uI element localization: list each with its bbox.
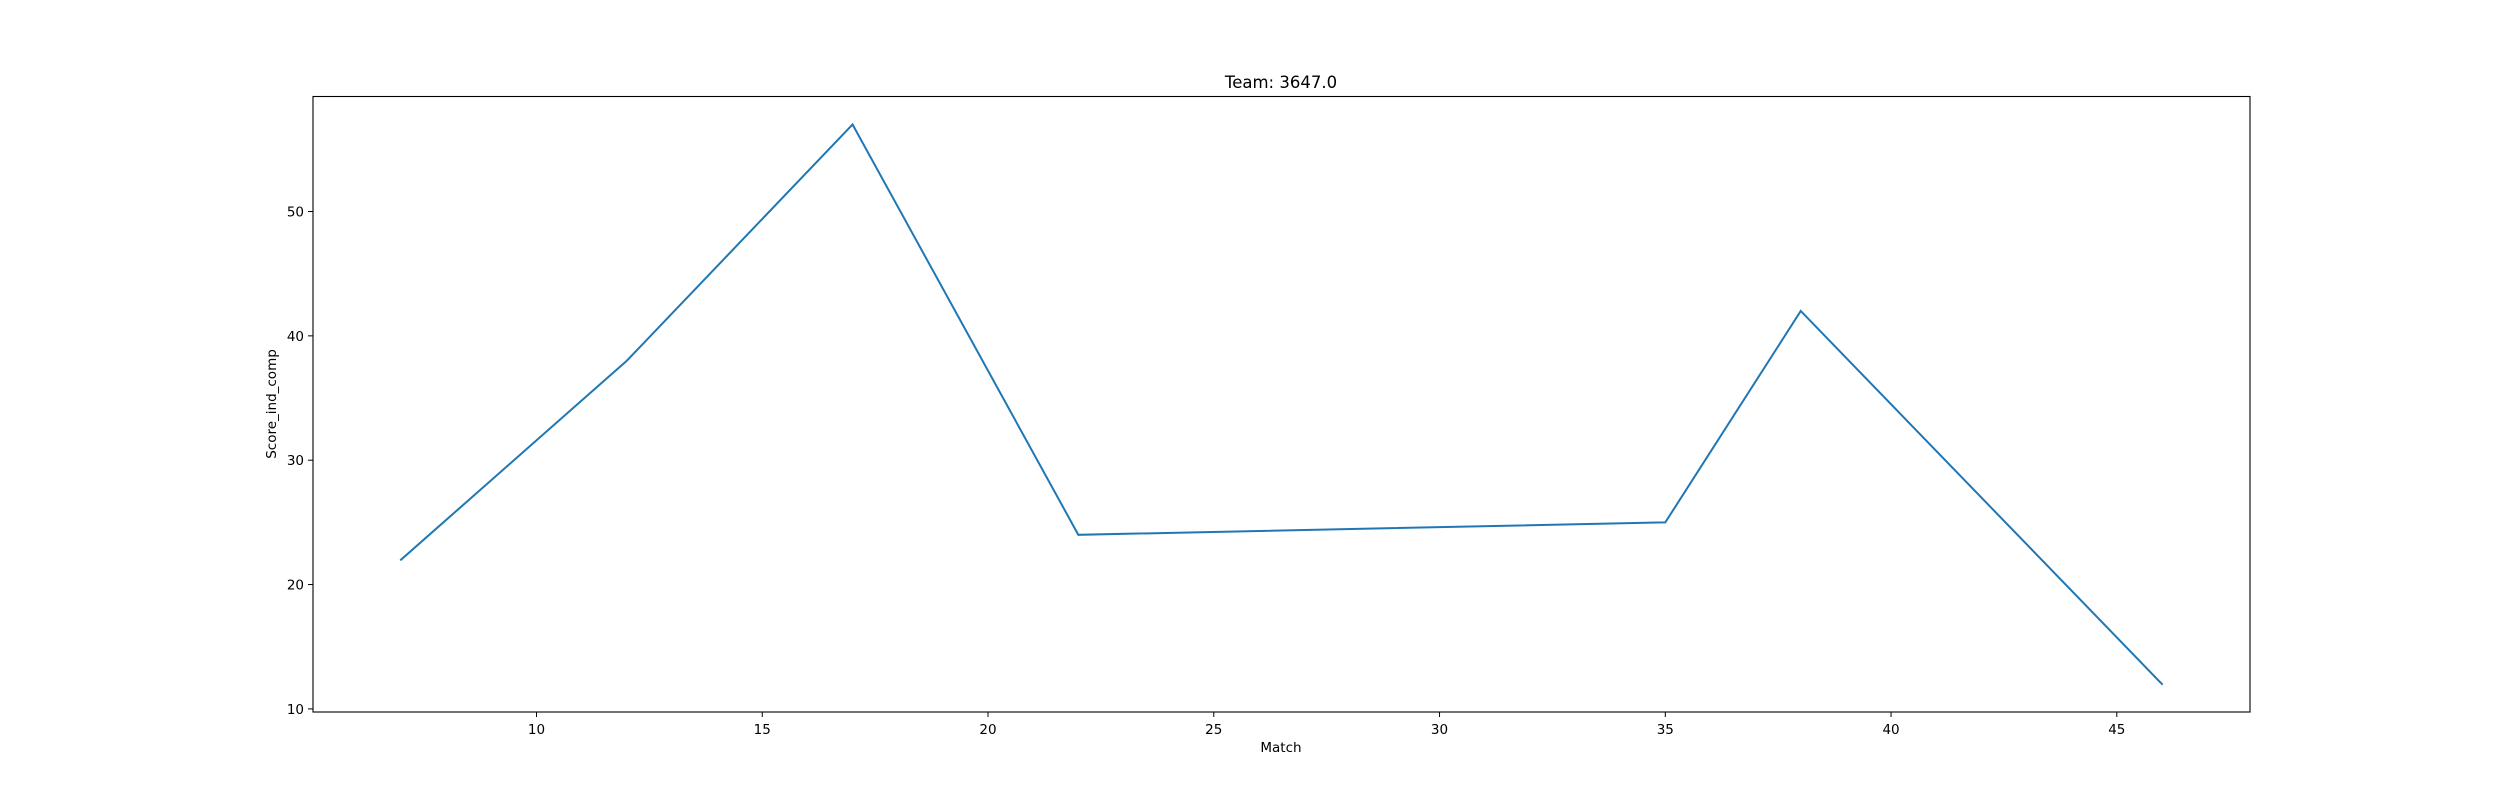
x-axis-label: Match (1260, 740, 1301, 756)
x-tick-label: 10 (528, 722, 545, 738)
x-tick-label: 40 (1882, 722, 1899, 738)
x-tick-label: 30 (1431, 722, 1448, 738)
x-axis-ticks: 10 15 20 25 30 35 40 45 (528, 712, 2125, 738)
y-tick-label: 50 (287, 205, 304, 221)
x-tick-label: 35 (1657, 722, 1674, 738)
y-tick-label: 40 (287, 329, 304, 345)
y-tick-label: 20 (287, 578, 304, 594)
series-layer (399, 122, 2164, 686)
series-line (399, 122, 2164, 686)
y-axis-label: Score_ind_comp (264, 349, 280, 459)
chart-title: Team: 3647.0 (1224, 73, 1337, 92)
x-tick-label: 45 (2108, 722, 2125, 738)
y-tick-label: 30 (287, 453, 304, 469)
x-tick-label: 15 (754, 722, 771, 738)
y-tick-label: 10 (287, 702, 304, 718)
y-axis-ticks: 10 20 30 40 50 (287, 205, 313, 718)
x-tick-label: 25 (1205, 722, 1222, 738)
x-tick-label: 20 (979, 722, 996, 738)
plot-area-frame (312, 95, 2251, 713)
